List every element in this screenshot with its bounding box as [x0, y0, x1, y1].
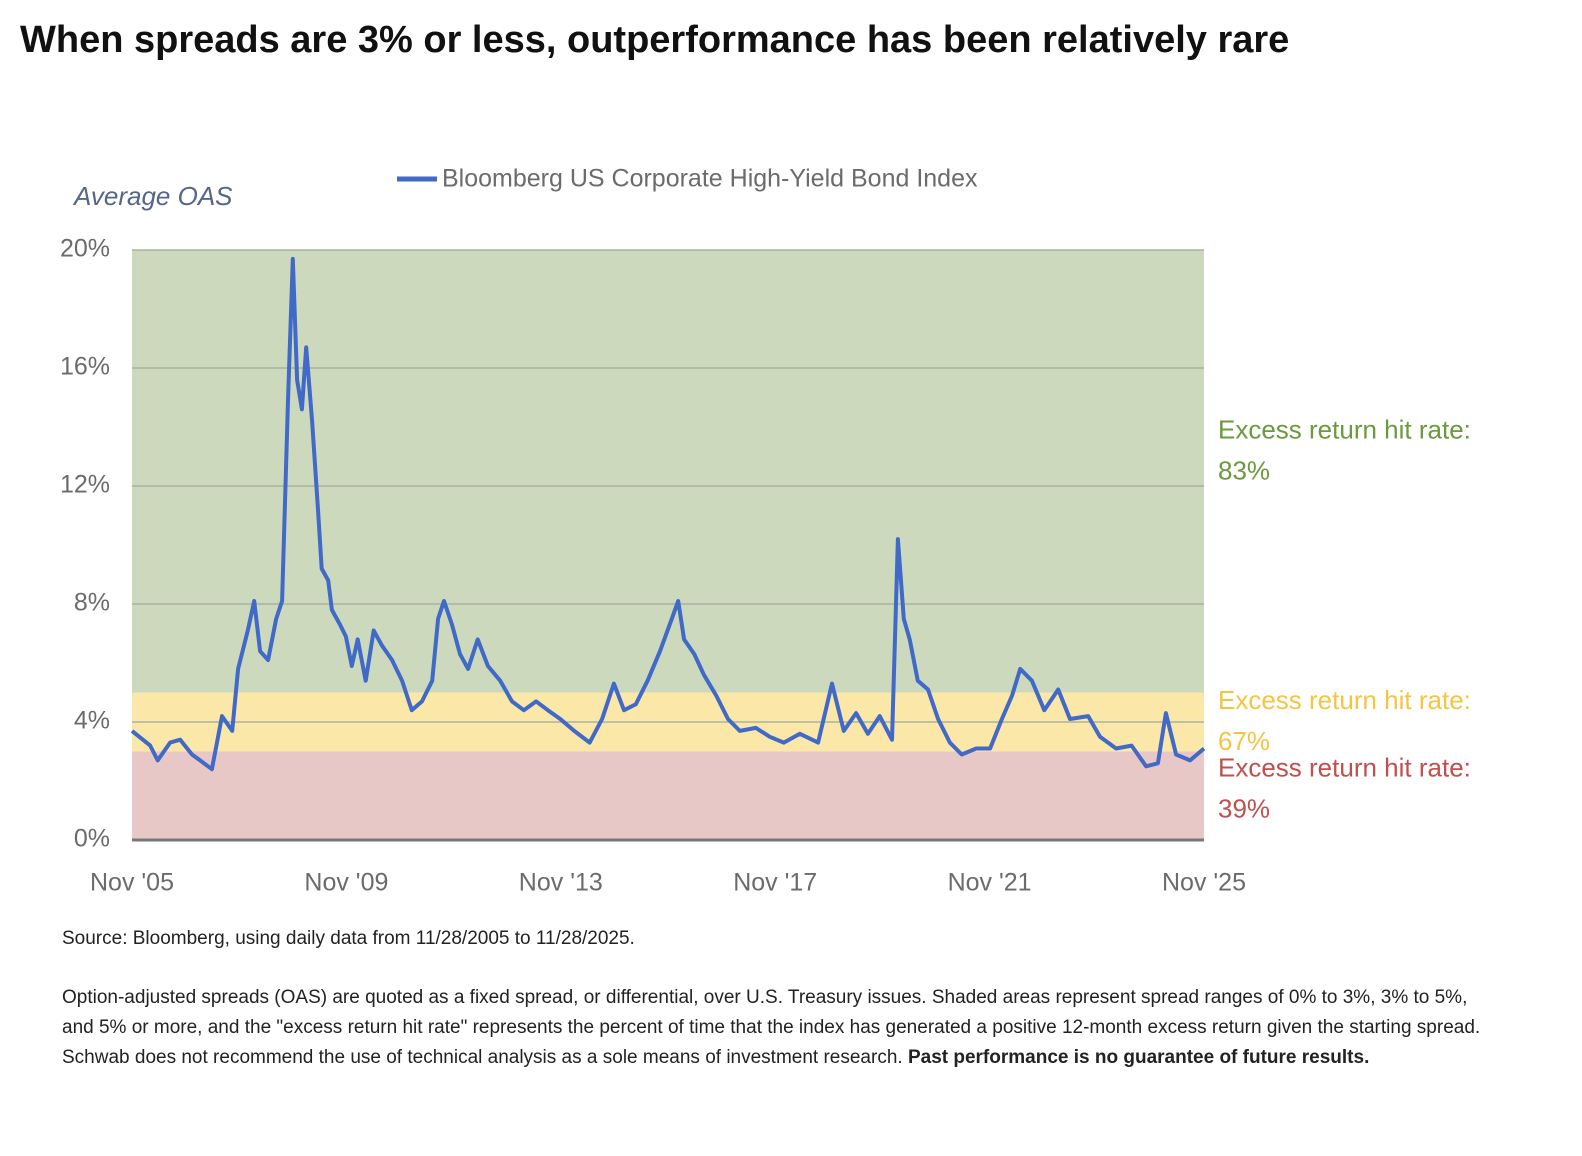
band-hit-rate: 39% — [1218, 794, 1270, 824]
x-tick-label: Nov '25 — [1162, 869, 1246, 897]
x-tick-label: Nov '13 — [519, 869, 603, 897]
y-tick-label: 0% — [74, 825, 110, 853]
x-tick-label: Nov '05 — [90, 869, 174, 897]
note-text: Option-adjusted spreads (OAS) are quoted… — [62, 987, 1481, 1068]
band-annotation: Excess return hit rate: — [1218, 414, 1471, 444]
y-tick-label: 12% — [60, 471, 110, 499]
x-tick-label: Nov '09 — [304, 869, 388, 897]
series-line — [130, 256, 1206, 772]
band-hit-rate: 67% — [1218, 726, 1270, 756]
note-bold: Past performance is no guarantee of futu… — [907, 1047, 1370, 1068]
y-tick-label: 8% — [74, 589, 110, 617]
source: Source: Bloomberg, using daily data from… — [62, 928, 635, 949]
band-annotation: Excess return hit rate: — [1218, 685, 1471, 715]
band-annotation: Excess return hit rate: — [1218, 753, 1471, 783]
y-tick-label: 20% — [60, 235, 110, 263]
band — [132, 250, 1204, 693]
chart: When spreads are 3% or less, outperforma… — [20, 19, 1471, 897]
y-tick-label: 16% — [60, 353, 110, 381]
note: Option-adjusted spreads (OAS) are quoted… — [62, 983, 1482, 1073]
x-tick-label: Nov '21 — [948, 869, 1032, 897]
chart-title: When spreads are 3% or less, outperforma… — [20, 19, 1289, 61]
band — [132, 751, 1204, 840]
legend-label: Bloomberg US Corporate High-Yield Bond I… — [442, 165, 978, 193]
y-axis-label: Average OAS — [72, 181, 233, 211]
x-tick-label: Nov '17 — [733, 869, 817, 897]
band-hit-rate: 83% — [1218, 455, 1270, 485]
y-tick-label: 4% — [74, 707, 110, 735]
